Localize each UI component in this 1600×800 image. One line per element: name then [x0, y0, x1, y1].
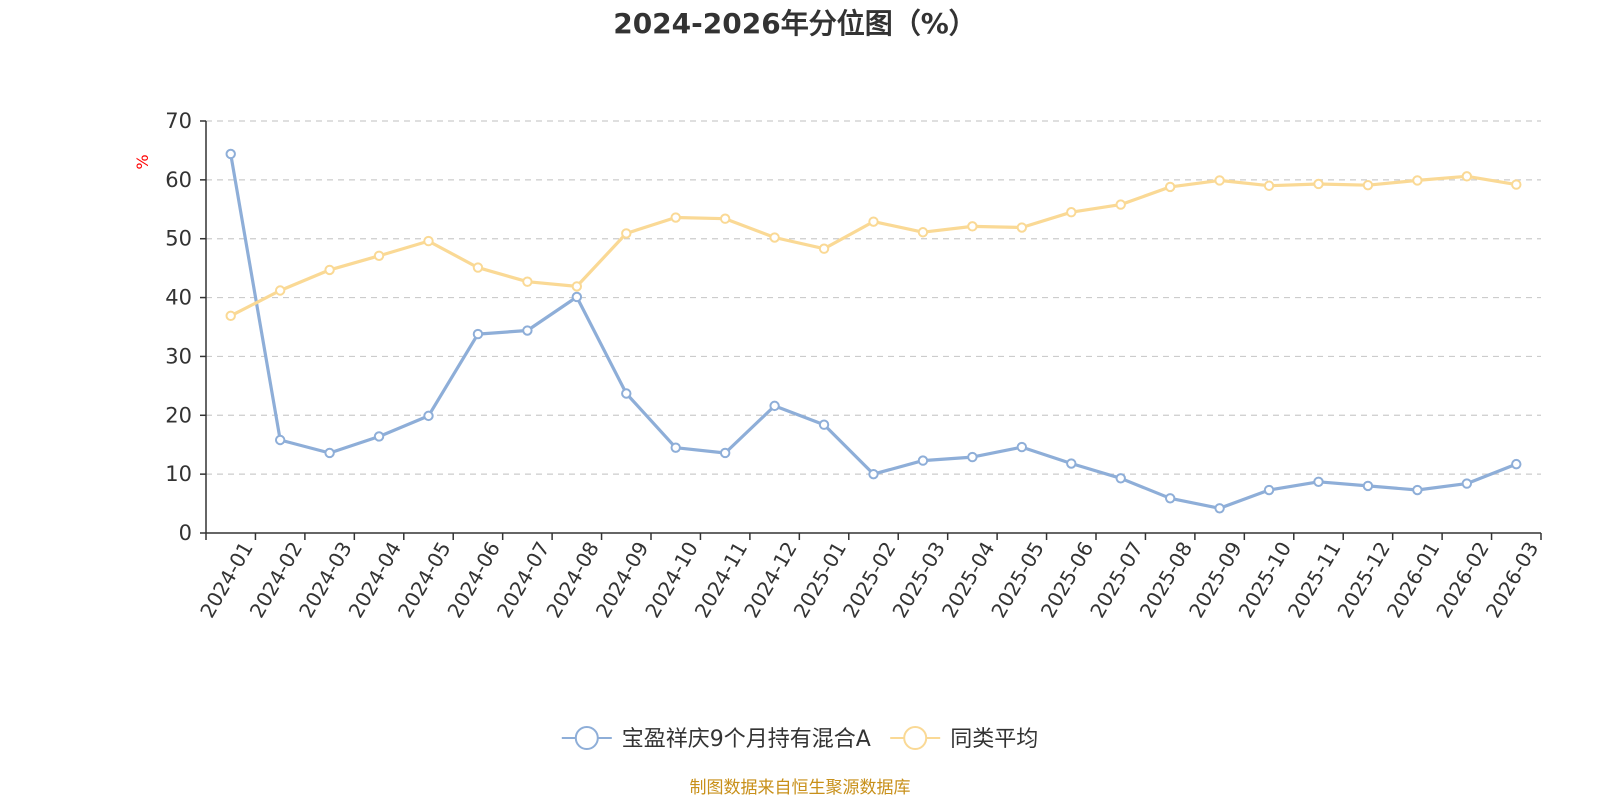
- series-line: [231, 176, 1517, 315]
- y-tick-label: 20: [165, 403, 192, 427]
- data-point: [375, 432, 383, 440]
- data-point: [721, 215, 729, 223]
- y-tick-label: 0: [179, 521, 192, 545]
- grid-lines: [206, 121, 1541, 474]
- data-point: [1314, 180, 1322, 188]
- y-tick-label: 30: [165, 344, 192, 368]
- data-point: [227, 312, 235, 320]
- data-point: [573, 293, 581, 301]
- data-point: [325, 266, 333, 274]
- series-lines: [227, 150, 1521, 513]
- data-point: [474, 263, 482, 271]
- data-point: [1018, 443, 1026, 451]
- series-group: [227, 150, 1521, 513]
- data-point: [672, 443, 680, 451]
- quantile-line-chart: 2024-2026年分位图（%） % 0 10 20 30 40 50 60 70 2024-…: [0, 0, 1600, 800]
- data-point: [1463, 479, 1471, 487]
- data-point: [820, 245, 828, 253]
- legend-item[interactable]: 同类平均: [890, 727, 1038, 752]
- data-point: [672, 213, 680, 221]
- data-point: [1364, 482, 1372, 490]
- data-point: [1067, 208, 1075, 216]
- data-point: [1117, 200, 1125, 208]
- data-point: [227, 150, 235, 158]
- data-point: [1018, 223, 1026, 231]
- data-point: [1265, 182, 1273, 190]
- y-tick-label: 10: [165, 462, 192, 486]
- data-point: [276, 286, 284, 294]
- data-point: [1512, 460, 1520, 468]
- data-point: [1166, 183, 1174, 191]
- data-point: [1314, 478, 1322, 486]
- data-point: [919, 456, 927, 464]
- series-line: [231, 154, 1517, 508]
- data-point: [375, 252, 383, 260]
- data-point: [523, 326, 531, 334]
- data-point: [1512, 180, 1520, 188]
- data-point: [1463, 172, 1471, 180]
- data-point: [968, 453, 976, 461]
- data-point: [424, 412, 432, 420]
- data-point: [721, 449, 729, 457]
- y-tick-labels: 0 10 20 30 40 50 60 70: [165, 109, 192, 545]
- legend-label: 宝盈祥庆9个月持有混合A: [622, 727, 871, 752]
- data-point: [968, 222, 976, 230]
- legend-item[interactable]: 宝盈祥庆9个月持有混合A: [562, 727, 871, 752]
- data-point: [1215, 176, 1223, 184]
- data-point: [1364, 181, 1372, 189]
- data-point: [474, 330, 482, 338]
- data-point: [770, 233, 778, 241]
- data-point: [424, 237, 432, 245]
- data-point: [276, 436, 284, 444]
- y-tick-label: 70: [165, 109, 192, 133]
- y-tick-label: 60: [165, 168, 192, 192]
- data-point: [622, 229, 630, 237]
- legend-circle-icon: [904, 727, 926, 749]
- data-point: [869, 217, 877, 225]
- data-point: [622, 389, 630, 397]
- data-point: [325, 449, 333, 457]
- data-point: [1117, 474, 1125, 482]
- y-tick-label: 50: [165, 227, 192, 251]
- x-tick-labels: 2024-012024-022024-032024-042024-052024-…: [195, 538, 1543, 622]
- data-point: [1265, 486, 1273, 494]
- data-source-note: 制图数据来自恒生聚源数据库: [690, 778, 911, 798]
- data-point: [1413, 176, 1421, 184]
- data-point: [1067, 459, 1075, 467]
- data-point: [523, 277, 531, 285]
- data-point: [573, 282, 581, 290]
- data-point: [1413, 486, 1421, 494]
- chart-title: 2024-2026年分位图（%）: [613, 7, 977, 40]
- data-point: [1166, 494, 1174, 502]
- data-point: [919, 228, 927, 236]
- data-point: [869, 470, 877, 478]
- data-point: [820, 421, 828, 429]
- data-point: [1215, 504, 1223, 512]
- legend-label: 同类平均: [950, 727, 1038, 752]
- y-axis-label: %: [133, 154, 152, 169]
- data-point: [770, 402, 778, 410]
- y-tick-label: 40: [165, 286, 192, 310]
- legend-circle-icon: [576, 727, 598, 749]
- legend[interactable]: 宝盈祥庆9个月持有混合A 同类平均: [562, 727, 1038, 752]
